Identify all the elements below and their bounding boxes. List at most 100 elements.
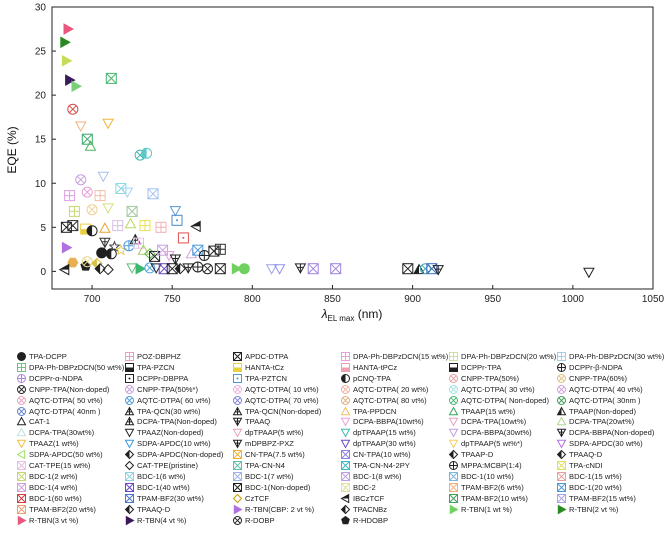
legend-label: AQTC-DTPA( 40 vt%) xyxy=(569,384,643,394)
data-point xyxy=(67,220,79,232)
legend-marker xyxy=(341,471,350,481)
legend-marker xyxy=(341,395,350,405)
legend-item: R-HDOBP xyxy=(341,515,389,526)
legend-marker xyxy=(341,352,350,361)
legend-label: TPAM-BF2(30 wt%) xyxy=(137,493,204,503)
data-point xyxy=(121,187,134,199)
legend-marker xyxy=(449,493,458,503)
legend-label: BDC-1(Non-doped) xyxy=(245,482,311,492)
legend-item: MPPA:MCBP(1:4) xyxy=(449,460,522,471)
legend-marker xyxy=(233,504,243,514)
legend-label: DCPA-BBPA(30wt%) xyxy=(461,428,532,438)
legend-label: dpTPAAP(5 wt%*) xyxy=(461,439,523,449)
legend-label: R-TBN(1 wt %) xyxy=(461,504,513,514)
legend-marker xyxy=(17,395,26,405)
legend-marker xyxy=(233,450,242,460)
legend-item: AQTC-DTPA( 40 vt%) xyxy=(557,384,643,395)
legend-label: TPA-CN-N4-2PY xyxy=(353,461,410,470)
legend-label: R-HDOBP xyxy=(353,515,389,525)
legend-label: CAT-TPE(pristine) xyxy=(137,461,199,470)
legend-label: TPAAQ-D xyxy=(137,504,171,514)
legend-item: SDPA-APDC(50 wt%) xyxy=(16,449,103,460)
legend-label: mDPBPZ-PXZ xyxy=(245,439,294,449)
data-point xyxy=(273,264,286,275)
legend-marker xyxy=(16,449,26,460)
legend-marker xyxy=(17,471,26,481)
data-point xyxy=(112,220,124,232)
legend-marker xyxy=(233,352,242,361)
legend-marker xyxy=(233,395,242,405)
data-point xyxy=(190,220,201,233)
legend-label: DCPA-TPA(20wt%) xyxy=(569,417,635,427)
legend-item: BDC-1(60 wt%) xyxy=(17,493,82,504)
legend-label: BDC-1(8 wt%) xyxy=(353,471,402,481)
legend-label: DCPA-BBPA(10wt%) xyxy=(353,417,424,427)
data-point xyxy=(81,256,93,268)
legend-marker xyxy=(233,482,242,492)
data-point xyxy=(307,263,319,275)
legend-label: AQTC-DTPA( 40nm ) xyxy=(29,406,101,416)
legend-label: DCPA-TPA(10wt%) xyxy=(461,417,527,427)
legend-label: HANTA-tCz xyxy=(245,362,285,372)
data-point xyxy=(71,80,83,93)
legend-marker xyxy=(340,439,351,449)
legend-label: R-TBN(CBP: 2 vt %) xyxy=(245,504,315,514)
legend-item: BDC-2 xyxy=(341,482,376,493)
legend-marker xyxy=(449,352,458,361)
legend-item: R-DOBP xyxy=(233,515,275,526)
legend-item: CN-TPA(7.5 wt%) xyxy=(233,449,305,460)
legend-item: AQTC-DTPA( 20 wt%) xyxy=(341,384,428,395)
legend-marker xyxy=(557,362,566,372)
x-axis-title: λEL max (nm) xyxy=(321,307,383,323)
data-point xyxy=(432,265,445,276)
legend-marker xyxy=(449,373,458,383)
data-point xyxy=(97,171,110,183)
legend-label: BDC-1(10 wt%) xyxy=(461,471,514,481)
legend-label: SDPA-APDC(10 wt%) xyxy=(137,439,211,449)
legend-marker xyxy=(340,405,351,415)
data-point xyxy=(81,133,93,145)
x-tick-label: 750 xyxy=(164,294,181,305)
legend-label: CAT-TPE(15 wt%) xyxy=(29,461,91,470)
legend-item: BDC-1(20 wt%) xyxy=(557,482,622,493)
legend-marker xyxy=(17,515,27,525)
data-point xyxy=(102,118,114,130)
legend-item: TPAM-BF2(15 wt%) xyxy=(557,493,636,504)
y-tick-label: 5 xyxy=(40,223,46,234)
legend-item: R-TBN(1 wt %) xyxy=(449,504,513,515)
legend-label: CNPP-TPA(60%) xyxy=(569,373,628,383)
legend-marker xyxy=(449,395,458,405)
legend-item: TPAM-BF2(20 wt%) xyxy=(17,504,96,515)
legend-item: BDC-1(4 wt%) xyxy=(17,482,78,493)
legend-item: DCPA-TPA(20wt%) xyxy=(556,416,635,427)
legend-marker xyxy=(232,493,243,503)
data-point xyxy=(86,225,98,237)
legend-label: dpTPAAP(30 wt%) xyxy=(353,439,416,449)
legend-item: DCPA-BBPA(30wt%) xyxy=(448,427,532,438)
legend-item: AQTC-DTPA( Non-doped) xyxy=(449,395,549,406)
y-tick-label: 10 xyxy=(35,179,47,190)
legend-item: TPA-CN-N4-2PY xyxy=(341,460,410,471)
legend-marker xyxy=(17,504,26,514)
legend-label: AQTC-DTPA( 30nm ) xyxy=(569,395,641,405)
x-axis-ticks: 700 750 800 850 900 950 1000 1050 xyxy=(84,285,665,305)
legend-label: DCPPr-DBPPA xyxy=(137,373,189,383)
legend-marker xyxy=(449,482,458,492)
legend-item: R-TBN(3 vt %) xyxy=(17,515,78,526)
legend-marker xyxy=(556,429,567,438)
legend-label: SDPA-APDC(Non-doped) xyxy=(137,450,224,460)
data-point xyxy=(135,262,147,275)
legend-label: CN-TPA(7.5 wt%) xyxy=(245,450,305,460)
legend-marker xyxy=(16,416,27,426)
legend-item: HANTA-tPCz xyxy=(341,362,397,373)
legend-label: CzTCF xyxy=(245,493,270,503)
x-tick-label: 1000 xyxy=(562,294,585,305)
legend-marker xyxy=(125,395,134,405)
legend-item: DCPA-TPA(Non-doped) xyxy=(124,416,217,427)
legend-label: TPAAQ-D xyxy=(569,450,603,460)
legend-marker xyxy=(340,493,350,504)
x-tick-label: 700 xyxy=(84,294,101,305)
legend-item: TPA-QCN(Non-doped) xyxy=(232,405,321,417)
legend-marker xyxy=(233,384,242,394)
data-point xyxy=(99,222,111,233)
